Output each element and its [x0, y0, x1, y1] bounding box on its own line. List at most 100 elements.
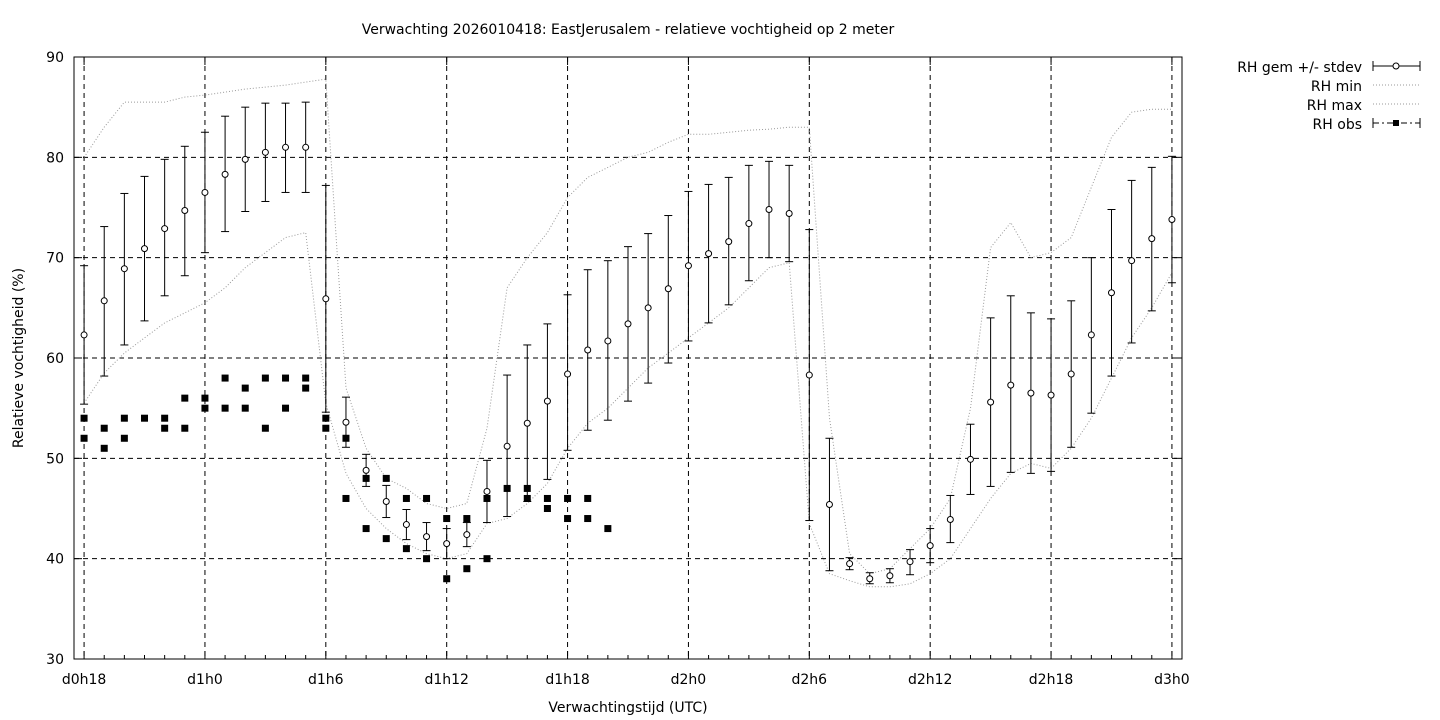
obs-point	[181, 394, 189, 402]
obs-point	[221, 374, 229, 382]
mean-marker	[382, 497, 390, 505]
obs-point	[443, 575, 451, 583]
obs-point	[362, 474, 370, 482]
x-tick-label: d0h18	[62, 672, 106, 688]
legend-label-max: RH max	[1307, 98, 1362, 114]
obs-point	[402, 545, 410, 553]
mean-marker	[120, 265, 128, 273]
errorbar-point	[1026, 312, 1035, 474]
errorbar-point	[543, 323, 552, 480]
y-tick-label: 60	[46, 351, 64, 367]
obs-point	[302, 374, 310, 382]
legend-swatch-mean	[1372, 61, 1421, 71]
mean-marker	[866, 575, 874, 583]
mean-marker	[1128, 257, 1136, 265]
legend-label-min: RH min	[1311, 79, 1362, 95]
mean-marker	[906, 558, 914, 566]
mean-marker	[946, 516, 954, 524]
errorbar-point	[624, 246, 632, 402]
x-tick-label: d2h6	[792, 672, 828, 688]
errorbar-point	[462, 522, 471, 548]
obs-point	[161, 424, 169, 432]
x-tick-label: d1h0	[187, 672, 223, 688]
obs-point	[120, 434, 128, 442]
obs-point	[443, 515, 451, 523]
errorbar-point	[1147, 166, 1156, 312]
obs-point	[322, 414, 330, 422]
obs-point	[584, 515, 592, 523]
errorbar-point	[442, 528, 451, 560]
mean-marker	[805, 371, 813, 379]
errorbar-point	[1167, 155, 1176, 284]
mean-marker	[664, 285, 672, 293]
mean-marker	[624, 320, 632, 328]
mean-marker	[463, 531, 471, 539]
mean-marker	[705, 250, 713, 258]
legend: RH gem +/- stdev RH min RH max RH obs	[1237, 60, 1421, 133]
mean-marker	[503, 442, 511, 450]
mean-marker	[483, 487, 491, 495]
errorbar-point	[785, 164, 794, 263]
y-axis-label: Relatieve vochtigheid (%)	[11, 268, 27, 448]
errorbar-point	[946, 494, 955, 544]
x-tick-label: d1h6	[308, 672, 344, 688]
obs-point	[100, 444, 108, 452]
errorbar-point	[523, 344, 532, 502]
mean-marker	[423, 533, 431, 541]
obs-point	[584, 494, 592, 502]
mean-marker	[966, 455, 974, 463]
y-tick-label: 50	[46, 451, 64, 467]
obs-point	[564, 494, 572, 502]
errorbar-point	[684, 190, 693, 342]
obs-point	[382, 474, 390, 482]
mean-marker	[926, 542, 934, 550]
mean-marker	[282, 143, 290, 151]
mean-marker	[1007, 381, 1015, 389]
errorbar-point	[120, 192, 129, 346]
mean-marker	[302, 143, 310, 151]
mean-marker	[785, 210, 793, 218]
x-axis-label: Verwachtingstijd (UTC)	[548, 700, 707, 716]
mean-marker	[987, 398, 995, 406]
x-tick-label: d2h18	[1029, 672, 1073, 688]
obs-point	[463, 565, 471, 573]
errorbar-point	[1107, 209, 1116, 377]
errorbar-point	[1067, 300, 1076, 448]
y-tick-label: 90	[46, 50, 64, 66]
obs-point	[161, 414, 169, 422]
y-tick-label: 40	[46, 552, 64, 568]
errorbar-point	[765, 160, 774, 259]
errorbar-point	[402, 509, 411, 541]
errorbar-point	[100, 226, 109, 377]
obs-point	[261, 374, 269, 382]
y-tick-label: 70	[46, 251, 64, 267]
mean-marker	[181, 207, 189, 215]
x-tick-label: d1h12	[424, 672, 468, 688]
errorbar-point	[221, 115, 230, 233]
obs-point	[543, 505, 551, 512]
legend-label-obs: RH obs	[1313, 117, 1362, 133]
obs-point	[181, 424, 189, 432]
mean-marker	[584, 346, 592, 354]
errorbar-point	[664, 215, 673, 364]
mean-marker	[402, 521, 410, 529]
axis-ticks: 30 40 50 60 70 80 90 d0h18 d1h0 d1h6 d1h12 d1h18 d2h…	[46, 50, 1190, 688]
errorbar-point	[180, 145, 189, 277]
legend-swatch-obs	[1372, 118, 1421, 128]
errorbar-point	[503, 374, 512, 518]
mean-marker	[1168, 216, 1176, 224]
errorbar-point	[362, 453, 371, 487]
mean-marker	[825, 500, 833, 508]
errorbar-point	[644, 233, 653, 384]
errorbar-point	[926, 528, 935, 564]
mean-marker	[322, 295, 330, 303]
mean-marker	[443, 540, 451, 548]
obs-point	[483, 494, 491, 502]
errorbar-point	[281, 102, 290, 193]
obs-point	[201, 394, 209, 402]
errorbar-point	[321, 184, 330, 413]
mean-marker	[1148, 235, 1156, 243]
obs-point	[604, 525, 612, 533]
mean-marker	[684, 262, 692, 270]
mean-marker	[725, 238, 733, 246]
